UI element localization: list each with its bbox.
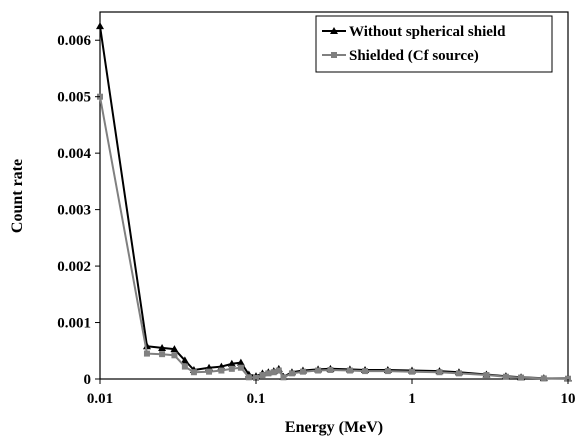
data-point — [218, 367, 225, 374]
data-point — [502, 373, 509, 380]
data-point — [96, 22, 104, 30]
x-tick-label: 1 — [408, 391, 416, 407]
legend-label-1: Shielded (Cf source) — [349, 48, 479, 64]
legend: Without spherical shield Shielded (Cf so… — [315, 15, 553, 73]
data-point — [159, 351, 166, 358]
series-0 — [96, 22, 572, 382]
x-axis: 0.01 0.1 1 10 — [87, 379, 575, 407]
x-tick-label: 0.1 — [247, 391, 266, 407]
data-point — [171, 352, 178, 359]
legend-entry-0: Without spherical shield — [322, 24, 506, 40]
data-point — [299, 368, 306, 375]
series-layer — [96, 22, 572, 382]
x-tick-label: 0.01 — [87, 391, 113, 407]
y-tick-label: 0.006 — [57, 33, 91, 49]
data-point — [483, 372, 490, 379]
series-1 — [97, 93, 571, 382]
data-point — [346, 367, 353, 374]
data-point — [181, 363, 188, 370]
data-point — [280, 374, 287, 381]
y-axis-title: Count rate — [9, 159, 26, 233]
data-point — [143, 350, 150, 357]
y-axis: 0 0.001 0.002 0.003 0.004 0.005 0.006 — [57, 33, 100, 388]
legend-box — [315, 15, 553, 73]
data-point — [236, 358, 245, 366]
data-point — [518, 374, 525, 381]
data-point — [327, 366, 334, 373]
data-point — [384, 368, 391, 375]
series-line-1 — [99, 96, 569, 380]
y-tick-label: 0.002 — [57, 259, 91, 275]
legend-marker-triangle-icon — [330, 27, 338, 34]
data-point — [409, 368, 415, 375]
data-point — [190, 369, 197, 376]
legend-entry-1: Shielded (Cf source) — [322, 48, 479, 64]
data-point — [362, 368, 369, 375]
data-point — [228, 365, 235, 372]
data-point — [158, 343, 167, 351]
data-point — [436, 369, 443, 376]
plot-frame — [99, 11, 569, 380]
data-point — [180, 356, 189, 364]
data-point — [565, 375, 571, 382]
y-tick-label: 0.003 — [57, 203, 91, 219]
data-point — [245, 374, 252, 381]
data-point — [237, 364, 244, 371]
data-point — [206, 368, 213, 375]
y-tick-label: 0 — [84, 372, 92, 388]
plot-area — [96, 11, 572, 382]
legend-marker-square-icon — [331, 52, 337, 58]
data-point — [170, 345, 179, 353]
data-point — [253, 374, 259, 381]
data-point — [259, 372, 266, 379]
y-tick-label: 0.005 — [57, 90, 91, 106]
data-point — [315, 367, 322, 374]
legend-label-0: Without spherical shield — [349, 24, 506, 40]
data-point — [288, 370, 295, 377]
data-point — [455, 370, 462, 377]
y-tick-label: 0.001 — [57, 316, 91, 332]
data-point — [265, 370, 272, 377]
y-tick-label: 0.004 — [57, 146, 91, 162]
data-point — [540, 375, 547, 382]
x-tick-label: 10 — [561, 391, 575, 407]
data-point — [227, 359, 236, 367]
series-line-0 — [99, 25, 569, 380]
data-point — [275, 367, 282, 374]
x-axis-title: Energy (MeV) — [285, 419, 383, 436]
data-point — [270, 369, 277, 376]
